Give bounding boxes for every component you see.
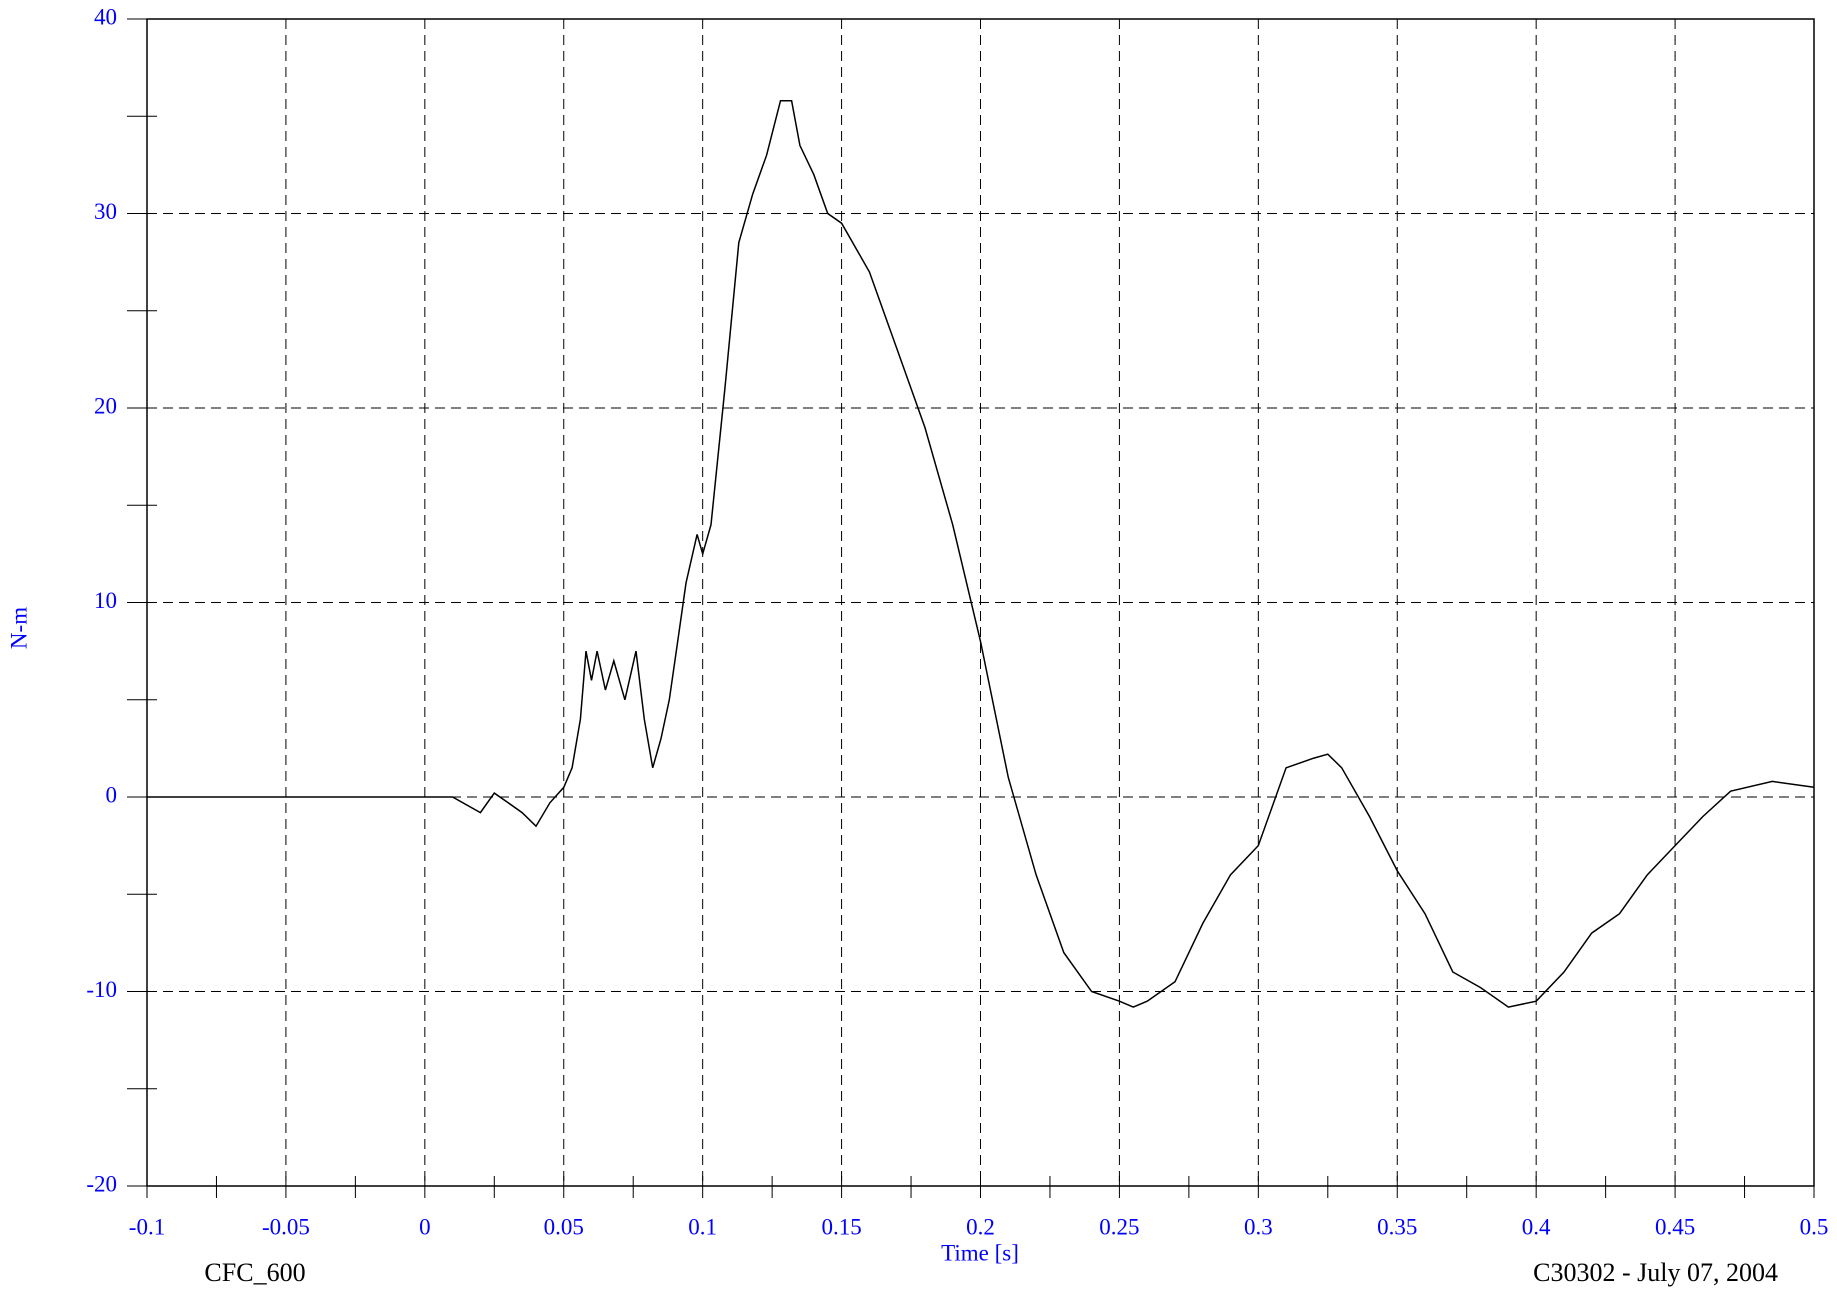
x-tick-label: -0.05: [262, 1214, 310, 1239]
y-tick-label: -10: [86, 977, 117, 1002]
plot-frame: [146, 18, 1815, 1187]
x-tick-label: -0.1: [129, 1214, 165, 1239]
x-tick-label: 0.25: [1099, 1214, 1139, 1239]
y-tick-label: 30: [94, 199, 117, 224]
footer-right: C30302 - July 07, 2004: [1533, 1258, 1778, 1287]
x-tick-label: 0.5: [1800, 1214, 1829, 1239]
x-tick-label: 0.4: [1522, 1214, 1551, 1239]
y-tick-label: 10: [94, 588, 117, 613]
x-tick-label: 0.45: [1655, 1214, 1695, 1239]
x-tick-label: 0.1: [688, 1214, 717, 1239]
x-tick-label: 0.3: [1244, 1214, 1273, 1239]
y-tick-label: 0: [106, 782, 118, 807]
x-tick-label: 0: [419, 1214, 431, 1239]
x-axis-label: Time [s]: [941, 1240, 1019, 1265]
x-tick-label: 0.2: [966, 1214, 995, 1239]
footer-left: CFC_600: [204, 1258, 305, 1287]
y-tick-label: -20: [86, 1171, 117, 1196]
x-tick-label: 0.05: [544, 1214, 584, 1239]
x-tick-label: 0.35: [1377, 1214, 1417, 1239]
y-axis-label: N-m: [6, 607, 31, 649]
data-line: [147, 99, 1815, 1008]
y-tick-label: 40: [94, 4, 117, 29]
x-tick-label: 0.15: [821, 1214, 861, 1239]
y-tick-label: 20: [94, 393, 117, 418]
